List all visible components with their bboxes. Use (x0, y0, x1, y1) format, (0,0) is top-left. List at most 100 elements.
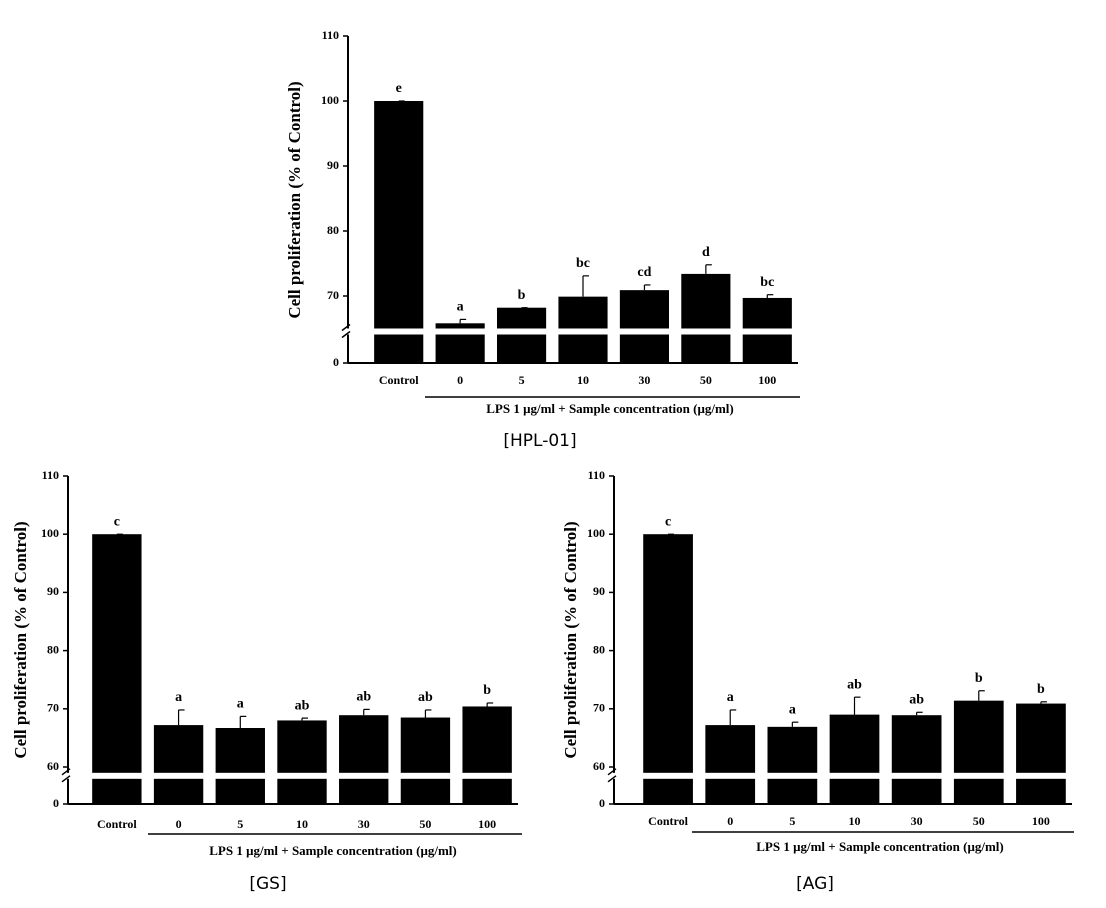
bar-break (434, 328, 486, 335)
bar-break (952, 772, 1005, 779)
significance-letter: ab (847, 677, 862, 692)
y-tick-label: 100 (321, 93, 339, 107)
significance-letter: ab (356, 690, 371, 705)
y-tick-label: 110 (322, 28, 339, 42)
x-tick-label: 30 (358, 817, 370, 831)
bar (643, 534, 693, 804)
bar-break (214, 772, 266, 779)
x-tick-label: 30 (911, 814, 923, 828)
significance-letter: b (1037, 682, 1045, 697)
significance-letter: ab (295, 698, 310, 713)
bar (92, 534, 142, 804)
y-tick-label: 70 (47, 701, 59, 715)
y-tick-label: 80 (47, 642, 59, 656)
bar (374, 101, 424, 363)
bar-break (152, 772, 205, 779)
significance-letter: ab (909, 693, 924, 708)
axis-break (607, 768, 617, 776)
bar (767, 726, 818, 804)
x-tick-label: Control (379, 373, 419, 387)
axis-break (61, 768, 71, 776)
y-tick-label: 100 (41, 526, 59, 540)
y-axis-label: Cell proliferation (% of Control) (11, 521, 30, 758)
y-tick-label: 80 (327, 223, 339, 237)
y-tick-label: 0 (333, 355, 339, 369)
bar (400, 717, 451, 804)
x-tick-label: 100 (478, 817, 496, 831)
y-axis-label: Cell proliferation (% of Control) (561, 521, 580, 758)
y-tick-label: 70 (327, 288, 339, 302)
y-tick-label: 80 (593, 642, 605, 656)
bar (277, 720, 327, 804)
axis-break (341, 330, 351, 339)
significance-letter: e (396, 81, 402, 96)
bar-break (642, 772, 694, 779)
x-tick-label: 10 (577, 373, 589, 387)
bar-break (557, 328, 609, 335)
x-tick-label: 50 (973, 814, 985, 828)
significance-letter: ab (418, 690, 433, 705)
bar-break (766, 772, 819, 779)
x-tick-label: 50 (700, 373, 712, 387)
y-tick-label: 100 (587, 526, 605, 540)
y-tick-label: 70 (593, 701, 605, 715)
significance-letter: a (727, 690, 734, 705)
y-tick-label: 110 (42, 468, 59, 482)
bar-break (680, 328, 732, 335)
significance-letter: b (975, 671, 983, 686)
significance-letter: a (789, 702, 796, 717)
axis-break (607, 775, 617, 783)
bar-break (276, 772, 328, 779)
significance-letter: bc (760, 275, 774, 290)
caption: [HPL-01] (503, 431, 576, 451)
x-axis-label: LPS 1 μg/ml + Sample concentration (μg/m… (209, 843, 456, 858)
significance-letter: d (702, 245, 710, 260)
significance-letter: c (665, 514, 671, 529)
bar-break (828, 772, 881, 779)
bar-break (91, 772, 143, 779)
significance-letter: bc (576, 256, 590, 271)
bar-break (618, 328, 670, 335)
x-axis-label: LPS 1 μg/ml + Sample concentration (μg/m… (756, 839, 1003, 854)
y-tick-label: 60 (593, 759, 605, 773)
significance-letter: a (237, 697, 244, 712)
bar-break (399, 772, 452, 779)
x-tick-label: 0 (457, 373, 463, 387)
y-tick-label: 0 (53, 796, 59, 810)
x-tick-label: 100 (1032, 814, 1050, 828)
x-tick-label: 30 (638, 373, 650, 387)
bar (1016, 703, 1066, 804)
x-tick-label: 5 (789, 814, 795, 828)
x-tick-label: 0 (727, 814, 733, 828)
y-tick-label: 110 (588, 468, 605, 482)
y-tick-label: 0 (599, 796, 605, 810)
bar-break (704, 772, 757, 779)
bar (829, 714, 880, 804)
x-tick-label: 10 (296, 817, 308, 831)
x-tick-label: Control (648, 814, 688, 828)
x-tick-label: 100 (758, 373, 776, 387)
bar (339, 715, 389, 804)
x-tick-label: 10 (849, 814, 861, 828)
bar-break (1015, 772, 1067, 779)
x-tick-label: 50 (419, 817, 431, 831)
bar (705, 725, 756, 804)
significance-letter: c (114, 514, 120, 529)
bar (681, 273, 731, 363)
bar-break (461, 772, 513, 779)
bar (462, 706, 512, 804)
y-tick-label: 90 (327, 158, 339, 172)
x-tick-label: 5 (519, 373, 525, 387)
y-tick-label: 90 (47, 584, 59, 598)
bar-break (373, 328, 425, 335)
bar-break (338, 772, 390, 779)
caption: [GS] (249, 874, 286, 894)
x-tick-label: 5 (237, 817, 243, 831)
axis-break (341, 323, 351, 332)
bar (891, 715, 942, 804)
x-tick-label: 0 (176, 817, 182, 831)
caption: [AG] (796, 874, 834, 894)
x-tick-label: Control (97, 817, 137, 831)
significance-letter: a (457, 300, 464, 315)
